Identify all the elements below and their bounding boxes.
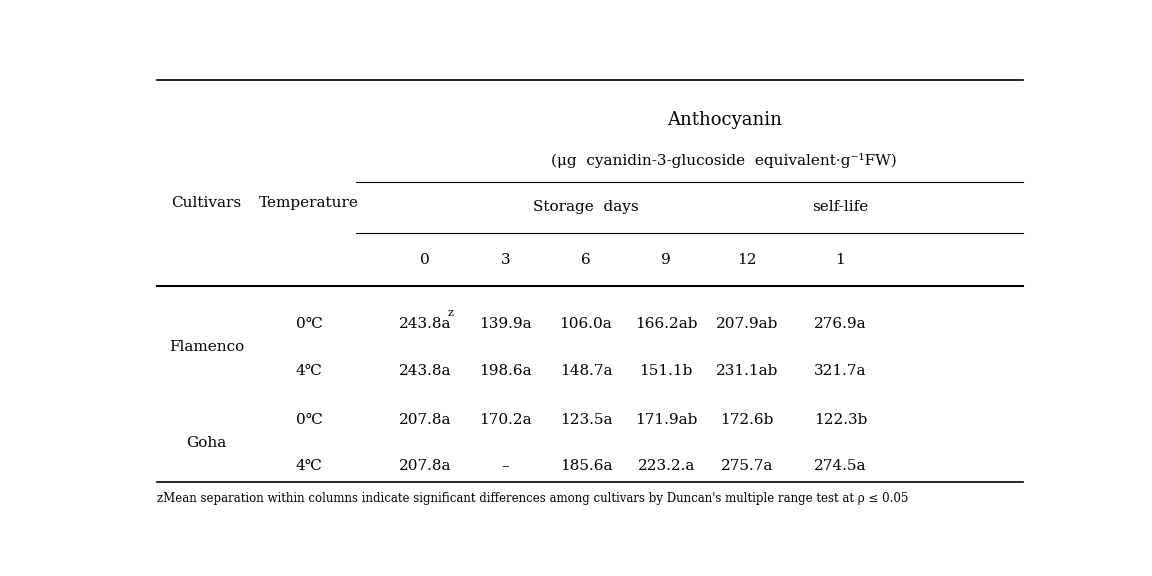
Text: 12: 12 [737, 253, 757, 267]
Text: Goha: Goha [187, 436, 227, 450]
Text: 207.8a: 207.8a [399, 412, 452, 426]
Text: 6: 6 [581, 253, 591, 267]
Text: 198.6a: 198.6a [479, 363, 532, 378]
Text: 139.9a: 139.9a [479, 317, 532, 331]
Text: 243.8a: 243.8a [399, 363, 452, 378]
Text: self-life: self-life [812, 200, 869, 214]
Text: Flamenco: Flamenco [169, 340, 244, 354]
Text: 151.1b: 151.1b [639, 363, 694, 378]
Text: 185.6a: 185.6a [560, 459, 612, 473]
Text: 274.5a: 274.5a [814, 459, 866, 473]
Text: ᴢMean separation within columns indicate significant differences among cultivars: ᴢMean separation within columns indicate… [158, 492, 909, 505]
Text: –: – [502, 459, 509, 473]
Text: 172.6b: 172.6b [720, 412, 773, 426]
Text: 4℃: 4℃ [296, 363, 323, 378]
Text: 1: 1 [835, 253, 846, 267]
Text: 123.5a: 123.5a [560, 412, 612, 426]
Text: 170.2a: 170.2a [479, 412, 532, 426]
Text: Temperature: Temperature [259, 196, 359, 210]
Text: 122.3b: 122.3b [813, 412, 867, 426]
Text: Anthocyanin: Anthocyanin [667, 111, 782, 129]
Text: 9: 9 [661, 253, 672, 267]
Text: 243.8a: 243.8a [399, 317, 452, 331]
Text: 231.1ab: 231.1ab [715, 363, 778, 378]
Text: z: z [447, 308, 453, 318]
Text: 106.0a: 106.0a [560, 317, 613, 331]
Text: 276.9a: 276.9a [814, 317, 866, 331]
Text: 4℃: 4℃ [296, 459, 323, 473]
Text: 0: 0 [420, 253, 430, 267]
Text: 321.7a: 321.7a [814, 363, 866, 378]
Text: 148.7a: 148.7a [560, 363, 612, 378]
Text: Cultivars: Cultivars [172, 196, 242, 210]
Text: 3: 3 [501, 253, 510, 267]
Text: 166.2ab: 166.2ab [635, 317, 698, 331]
Text: 171.9ab: 171.9ab [635, 412, 697, 426]
Text: Storage  days: Storage days [533, 200, 638, 214]
Text: 207.9ab: 207.9ab [715, 317, 778, 331]
Text: 207.8a: 207.8a [399, 459, 452, 473]
Text: 275.7a: 275.7a [720, 459, 773, 473]
Text: 0℃: 0℃ [296, 317, 323, 331]
Text: 223.2.a: 223.2.a [637, 459, 695, 473]
Text: 0℃: 0℃ [296, 412, 323, 426]
Text: (μg  cyanidin-3-glucoside  equivalent·g⁻¹FW): (μg cyanidin-3-glucoside equivalent·g⁻¹F… [552, 153, 897, 168]
